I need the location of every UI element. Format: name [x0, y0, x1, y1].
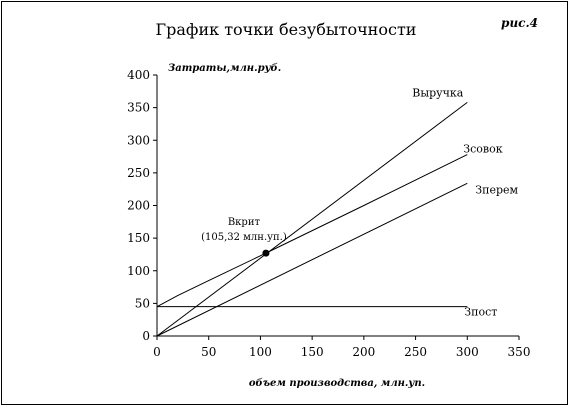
x-tick-label: 100 — [249, 345, 272, 359]
y-axis-label: Затраты,млн.руб. — [168, 63, 281, 74]
series-line-variable-costs — [156, 182, 468, 337]
y-tick-label: 150 — [127, 231, 150, 245]
y-tick-label: 50 — [135, 296, 150, 310]
series-label-revenue: Выручка — [412, 86, 463, 99]
y-tick-label: 300 — [127, 133, 150, 147]
y-tick-label: 0 — [142, 329, 150, 343]
x-tick-label: 150 — [301, 345, 324, 359]
break-even-value: (105,32 млн.уп.) — [201, 232, 287, 243]
x-tick-label: 350 — [508, 345, 531, 359]
series-label-variable-costs: Зперем — [475, 183, 518, 196]
series-label-fixed-costs: Зпост — [464, 306, 497, 319]
chart-title: График точки безубыточности — [156, 20, 417, 39]
tick-labels: 0 50 100 150 200 250 300 350 0 50 100 150 200 250 300 3… — [127, 68, 530, 359]
y-tick-label: 200 — [127, 199, 150, 213]
x-tick-label: 250 — [404, 345, 427, 359]
break-even-marker: Вкрит (105,32 млн.уп.) — [201, 217, 287, 257]
x-axis-label: объем производства, млн.уп. — [249, 378, 425, 389]
figure-label: рис.4 — [501, 16, 538, 30]
series-lines — [156, 102, 468, 337]
x-tick-label: 300 — [456, 345, 479, 359]
x-tick-label: 200 — [352, 345, 375, 359]
break-even-label: Вкрит — [228, 217, 261, 228]
y-tick-label: 100 — [127, 264, 150, 278]
break-even-point — [262, 249, 270, 257]
y-tick-label: 350 — [127, 101, 150, 115]
x-tick-label: 50 — [201, 345, 216, 359]
x-tick-label: 0 — [153, 345, 161, 359]
series-line-revenue — [156, 102, 468, 337]
y-tick-label: 400 — [127, 68, 150, 82]
series-line-total-costs — [156, 154, 468, 308]
series-labels: Выручка Зсовок Зперем Зпост — [412, 86, 518, 318]
y-tick-label: 250 — [127, 166, 150, 180]
axes — [156, 75, 519, 337]
series-label-total-costs: Зсовок — [463, 143, 502, 156]
